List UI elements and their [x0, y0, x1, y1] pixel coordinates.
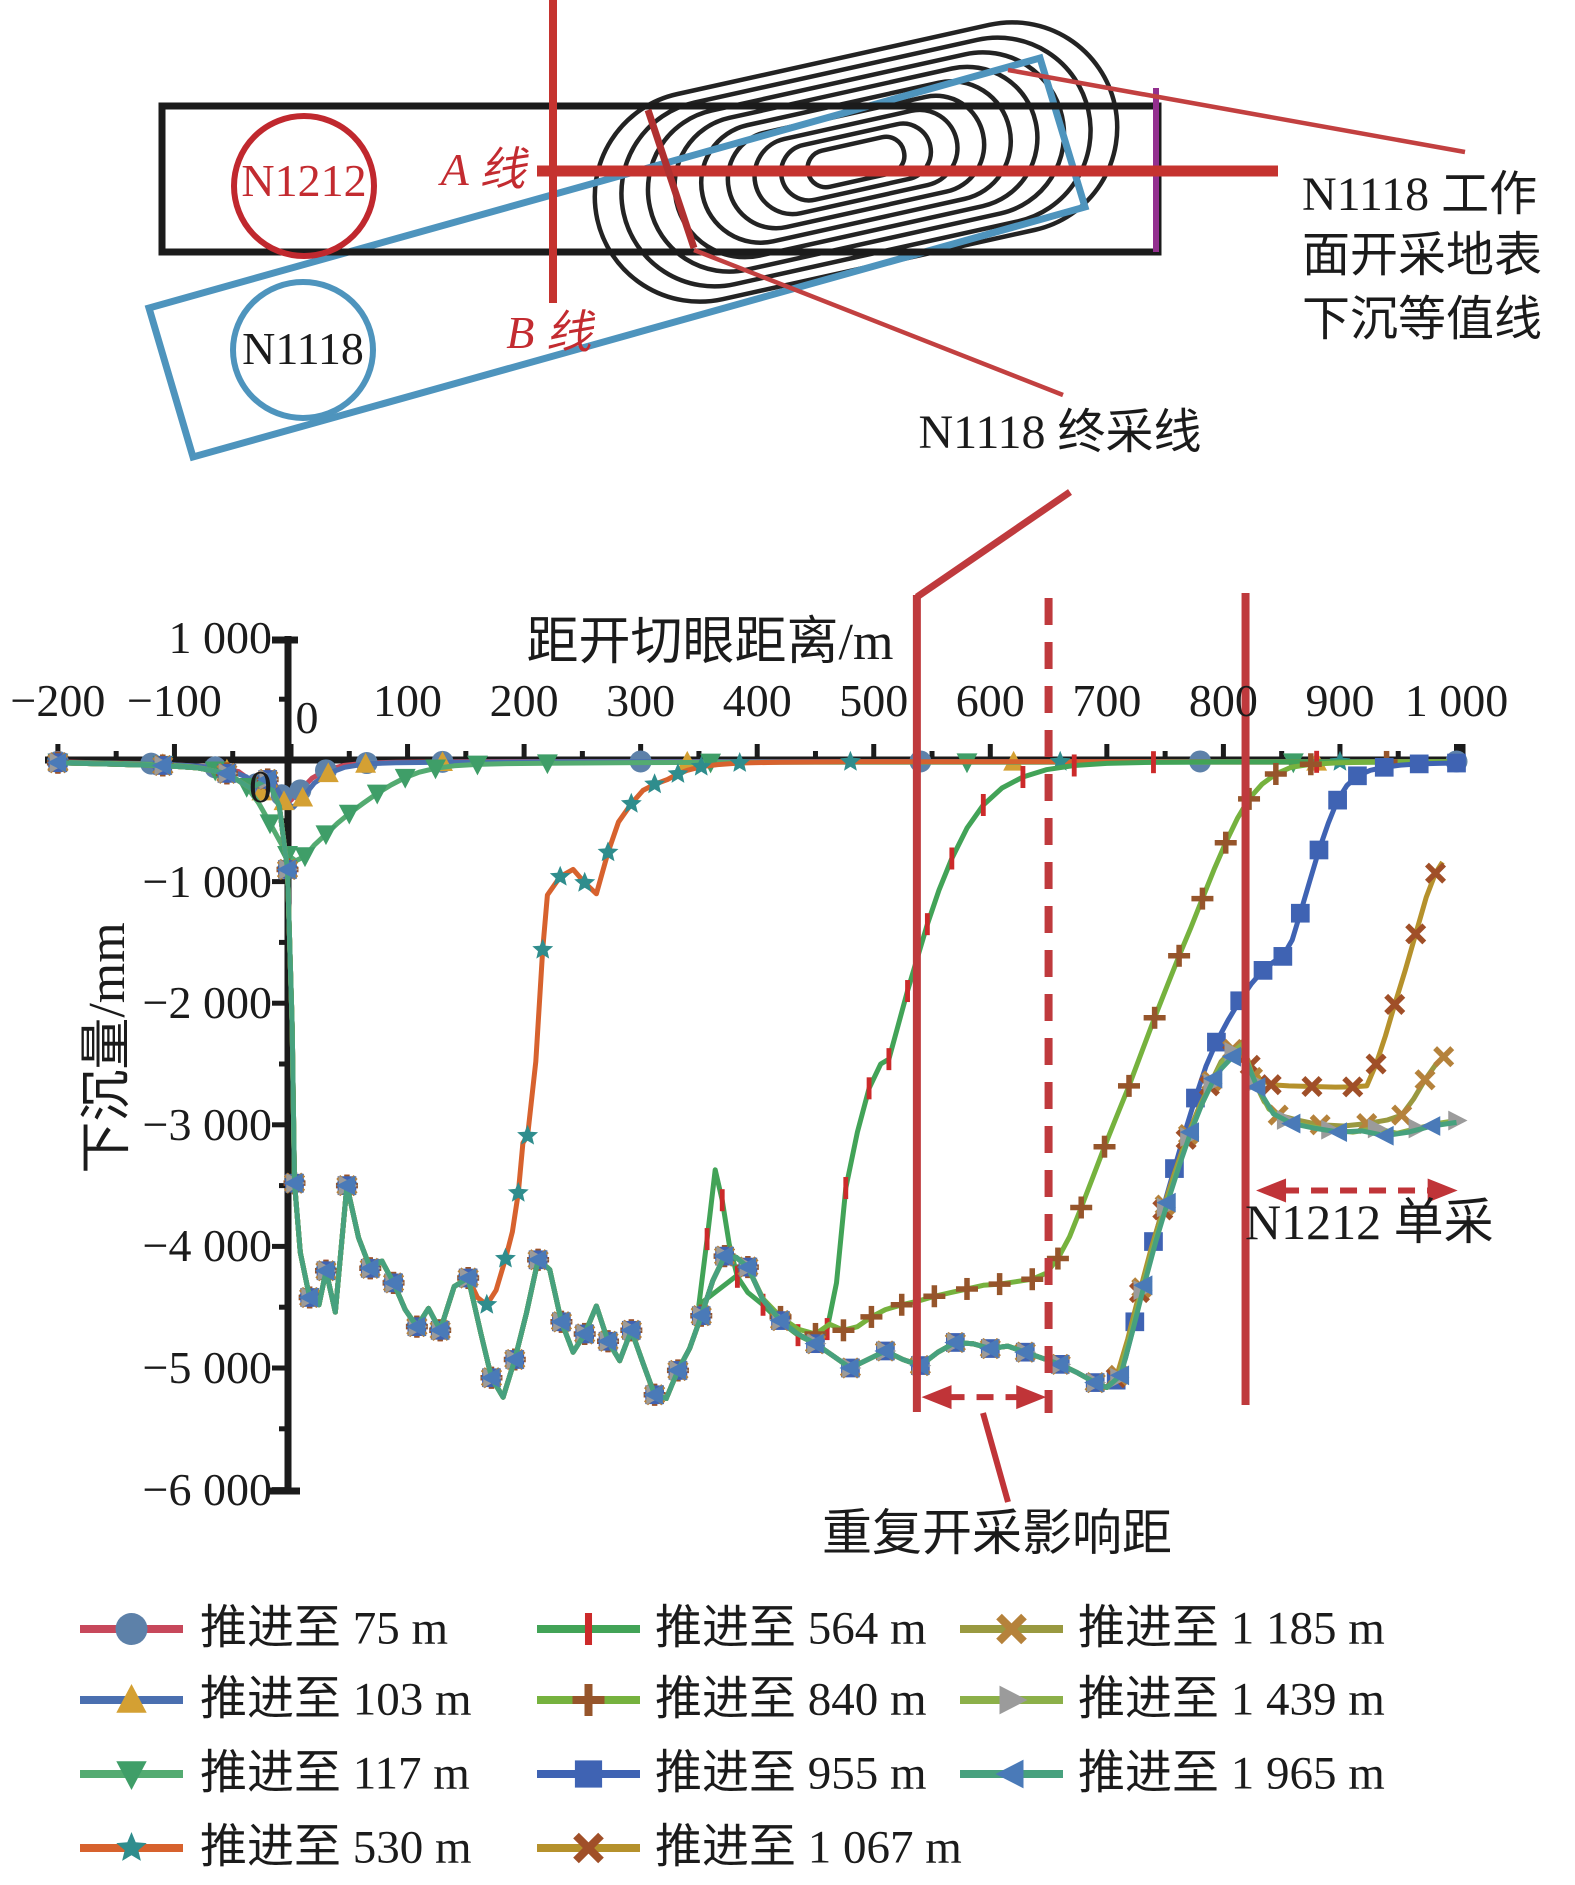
x-axis-title: 距开切眼距离/m — [526, 614, 894, 671]
x-tick-label: 500 — [839, 675, 909, 726]
legend-key-1965m — [960, 1759, 1063, 1789]
x-tick-label: 0 — [295, 692, 319, 743]
legend-item-530m: 推进至 530 m — [200, 1821, 472, 1874]
y-tick-label: −6 000 — [142, 1463, 272, 1515]
y-tick-label: 1 000 — [168, 612, 273, 664]
series-1965m-line — [57, 760, 1457, 1401]
legend-glyphs — [80, 1613, 1063, 1864]
x-tick-label: 300 — [606, 675, 676, 726]
x-tick-label: −200 — [10, 675, 106, 726]
legend-key-117m — [80, 1761, 183, 1790]
y-tick-label: −2 000 — [142, 977, 272, 1029]
legend-item-1185m: 推进至 1 185 m — [1078, 1602, 1385, 1655]
repeat-mining-note: 重复开采影响距 — [822, 1505, 1172, 1561]
y-tick-label: −3 000 — [142, 1098, 272, 1150]
n1118-circle — [230, 279, 376, 421]
legend-key-1439m — [960, 1685, 1063, 1715]
legend-key-1067m — [537, 1832, 640, 1864]
legend-item-1067m: 推进至 1 067 m — [655, 1821, 962, 1874]
legend-key-955m — [537, 1760, 640, 1788]
n1212-circle — [231, 113, 377, 259]
legend-item-955m: 推进至 955 m — [655, 1747, 927, 1800]
legend-item-1965m: 推进至 1 965 m — [1078, 1747, 1385, 1800]
n1118-panel-label: N1118 — [242, 323, 364, 374]
n1118-stop-line-mark — [644, 108, 698, 250]
n1118-stop-line-label: N1118 终采线 — [918, 406, 1202, 459]
contour-note-line3: 下沉等值线 — [1302, 293, 1543, 346]
legend-item-840m: 推进至 840 m — [655, 1673, 927, 1726]
annotation-lines — [912, 489, 1250, 1413]
legend-item-1439m: 推进至 1 439 m — [1078, 1673, 1385, 1726]
n1118-panel-outline — [144, 53, 1090, 462]
y-tick-label: −1 000 — [142, 855, 272, 907]
b-line-label: B 线 — [506, 307, 592, 358]
legend-key-75m — [80, 1613, 183, 1645]
x-tick-label: 700 — [1072, 675, 1142, 726]
x-tick-label: −100 — [126, 675, 222, 726]
legend-key-564m — [537, 1613, 640, 1645]
annotation-arrows — [921, 1178, 1458, 1503]
y-tick-label: −4 000 — [142, 1220, 272, 1272]
series-1965m — [46, 752, 1457, 1405]
x-tick-label: 900 — [1305, 675, 1375, 726]
a-line-label: A 线 — [440, 144, 526, 195]
n1212-single-mining-note: N1212 单采 — [1245, 1194, 1494, 1250]
legend-item-117m: 推进至 117 m — [200, 1747, 470, 1800]
y-tick-label: −5 000 — [142, 1342, 272, 1393]
contour-note-line2: 面开采地表 — [1302, 229, 1543, 282]
series-1067m — [47, 752, 1447, 1406]
x-tick-label: 600 — [955, 675, 1025, 726]
stop-line-pointer — [693, 247, 1064, 398]
legend-key-530m — [80, 1832, 183, 1861]
contour-note-pointer — [1007, 67, 1466, 155]
y-axis-title: 下沉量/mm — [79, 922, 136, 1174]
legend-item-75m: 推进至 75 m — [200, 1602, 449, 1655]
x-tick-label: 1 000 — [1404, 675, 1509, 726]
legend-key-1185m — [960, 1613, 1063, 1645]
y-tick-label: 0 — [249, 761, 272, 812]
legend-item-564m: 推进至 564 m — [655, 1602, 927, 1655]
contour-note-line1: N1118 工作 — [1302, 168, 1538, 221]
x-tick-label: 800 — [1188, 675, 1258, 726]
x-tick-label: 100 — [373, 675, 443, 726]
legend-item-103m: 推进至 103 m — [200, 1673, 472, 1726]
x-tick-label: 200 — [489, 675, 559, 726]
x-tick-label: 400 — [722, 675, 792, 726]
legend-key-840m — [537, 1684, 640, 1716]
n1212-panel-label: N1212 — [241, 155, 367, 206]
legend-key-103m — [80, 1684, 183, 1713]
mine-diagram — [144, 0, 1466, 462]
